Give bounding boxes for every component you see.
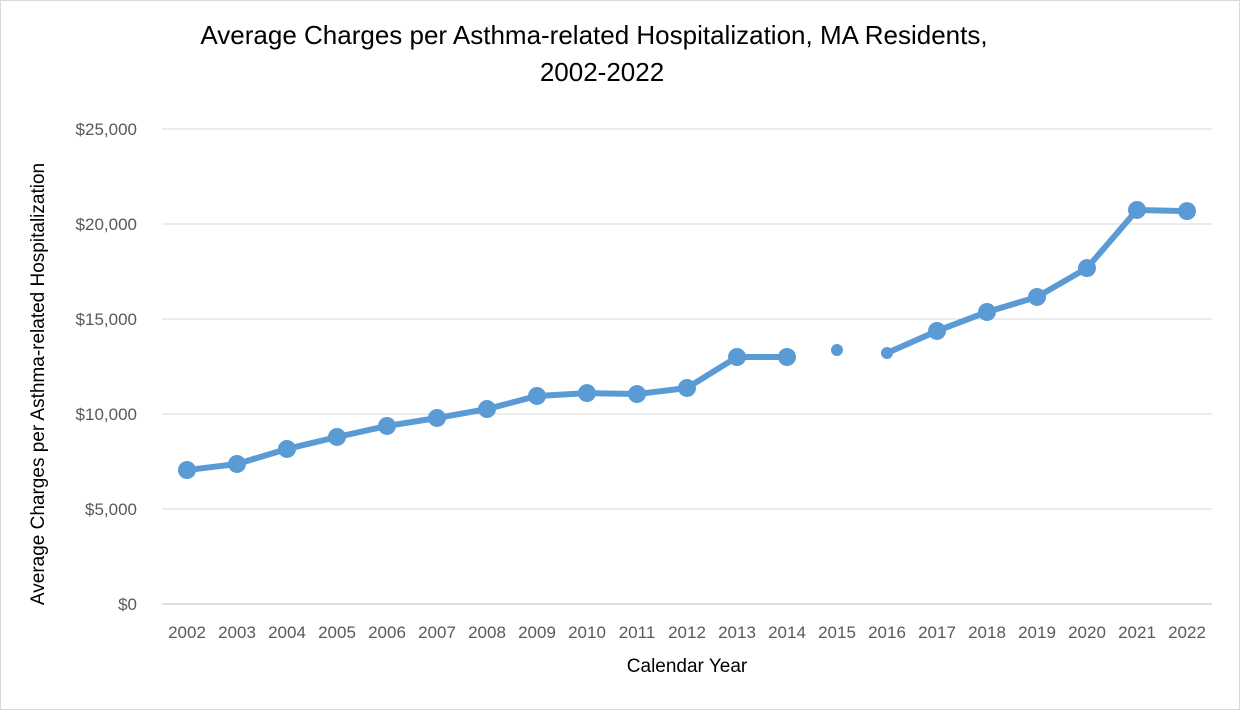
- x-tick-label: 2012: [668, 623, 706, 642]
- x-axis-label: Calendar Year: [627, 656, 748, 677]
- data-point-2003: [228, 454, 246, 473]
- x-tick-label: 2011: [619, 623, 656, 642]
- x-tick-label: 2005: [318, 623, 356, 642]
- x-tick-label: 2002: [168, 623, 206, 642]
- data-point-2020: [1078, 259, 1096, 278]
- data-point-2018: [978, 302, 996, 321]
- data-point-2015: [831, 343, 843, 356]
- y-tick-label: $15,000: [76, 310, 137, 329]
- y-tick-label: $10,000: [76, 405, 137, 424]
- x-tick-label: 2013: [718, 623, 756, 642]
- y-tick-label: $25,000: [76, 120, 137, 139]
- chart-title-line2: 2002-2022: [540, 57, 664, 87]
- x-tick-label: 2014: [768, 623, 806, 642]
- data-point-2011: [628, 385, 646, 404]
- data-point-2013: [728, 348, 746, 366]
- data-point-2002: [178, 461, 196, 480]
- x-tick-label: 2008: [468, 623, 506, 642]
- y-tick-label: $5,000: [85, 500, 137, 519]
- data-point-2006: [378, 416, 396, 435]
- data-point-2009: [528, 386, 546, 405]
- y-tick-label: $20,000: [76, 215, 137, 234]
- x-tick-label: 2022: [1168, 623, 1206, 642]
- data-point-2004: [278, 439, 296, 458]
- x-tick-label: 2021: [1118, 623, 1156, 642]
- chart-title-line1: Average Charges per Asthma-related Hospi…: [200, 20, 987, 50]
- data-point-2022: [1178, 202, 1196, 221]
- data-point-2014: [778, 348, 796, 366]
- x-tick-label: 2006: [368, 623, 406, 642]
- x-tick-label: 2010: [568, 623, 606, 642]
- x-tick-label: 2020: [1068, 623, 1106, 642]
- x-tick-label: 2007: [418, 623, 456, 642]
- y-tick-label: $0: [118, 595, 137, 614]
- x-tick-label: 2004: [268, 623, 306, 642]
- data-point-2007: [428, 408, 446, 427]
- x-tick-label: 2017: [918, 623, 956, 642]
- data-point-2008: [478, 400, 496, 419]
- data-point-2005: [328, 427, 346, 446]
- x-tick-label: 2016: [868, 623, 906, 642]
- data-point-2010: [578, 384, 596, 403]
- data-point-2019: [1028, 287, 1046, 306]
- data-point-2016: [881, 347, 893, 360]
- data-point-2017: [928, 321, 946, 340]
- y-axis-label: Average Charges per Asthma-related Hospi…: [28, 163, 49, 605]
- data-point-2012: [678, 378, 696, 397]
- x-tick-label: 2003: [218, 623, 256, 642]
- x-tick-label: 2015: [818, 623, 856, 642]
- x-tick-label: 2018: [968, 623, 1006, 642]
- x-tick-label: 2009: [518, 623, 556, 642]
- data-point-2021: [1128, 200, 1146, 219]
- x-tick-label: 2019: [1018, 623, 1056, 642]
